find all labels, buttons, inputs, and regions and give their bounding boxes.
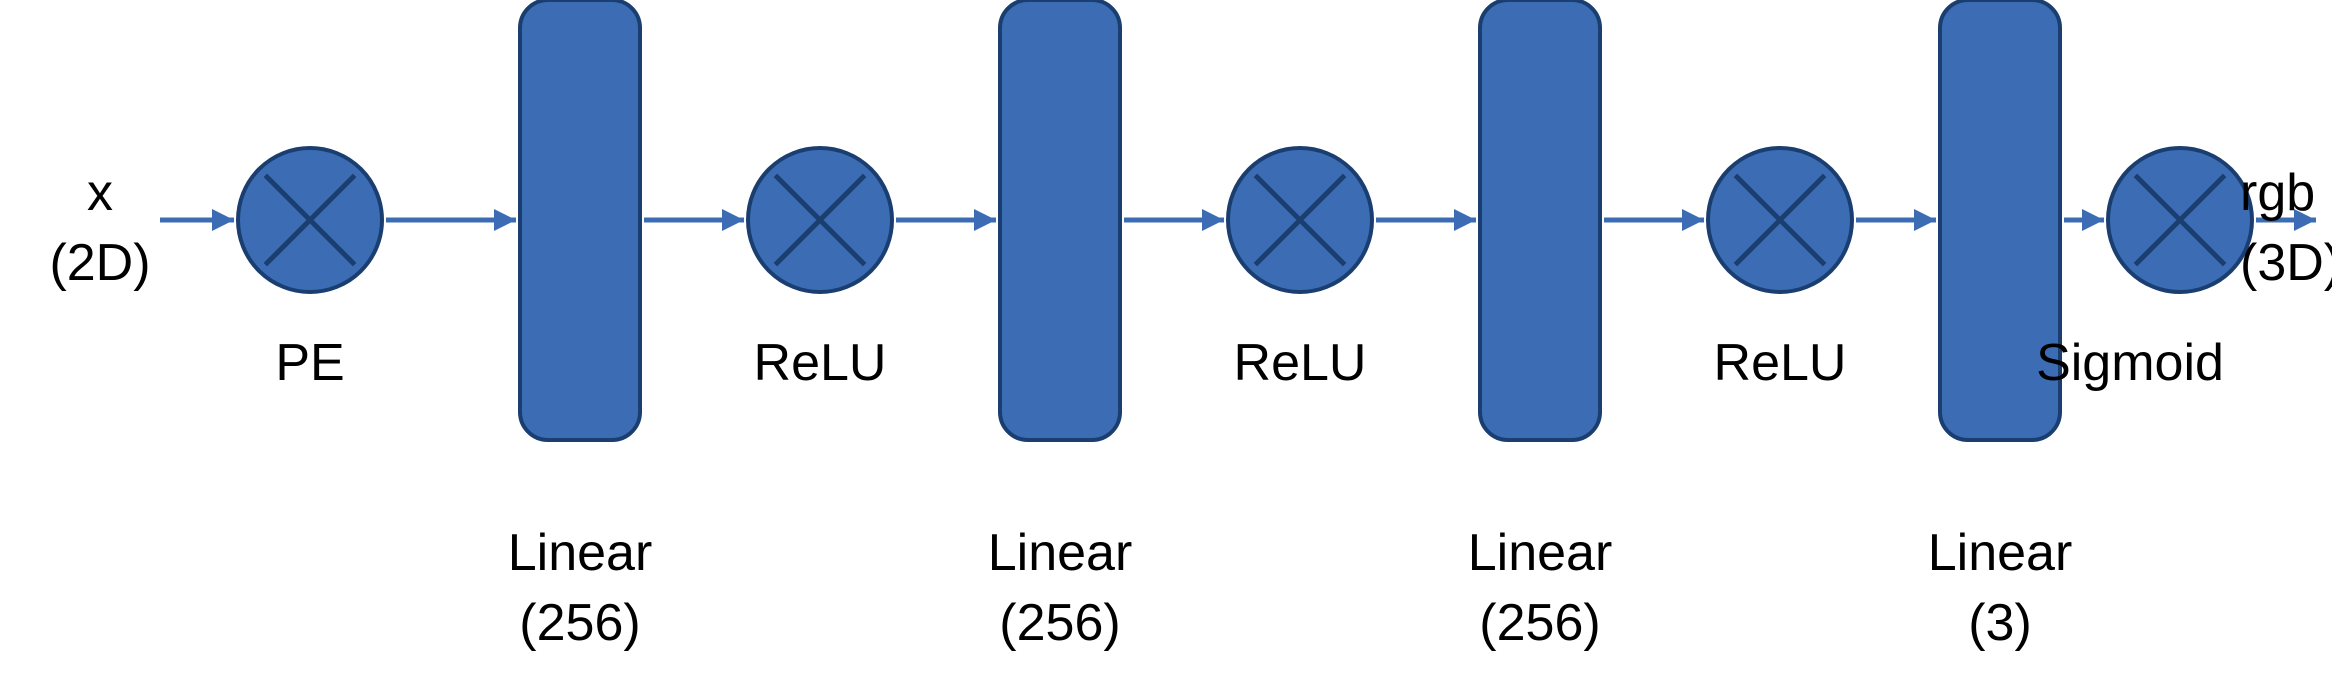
sigmoid-label: Sigmoid [2036,334,2224,392]
output-label-2: (3D) [2240,234,2332,292]
lin4-label-1: Linear [1928,524,2073,582]
arrow-head [494,209,516,231]
lin2-label-2: (256) [999,594,1120,652]
arrow-head [1914,209,1936,231]
lin2-label-1: Linear [988,524,1133,582]
lin2-node [1000,0,1120,440]
input-label-2: (2D) [49,234,150,292]
arrow-head [212,209,234,231]
arrow-head [1682,209,1704,231]
arrow-head [1454,209,1476,231]
relu3-label: ReLU [1714,334,1847,392]
arrow-head [2082,209,2104,231]
lin4-label-2: (3) [1968,594,2032,652]
input-label-1: x [87,164,113,222]
lin3-label-2: (256) [1479,594,1600,652]
arrow-head [1202,209,1224,231]
arrow-head [722,209,744,231]
relu1-label: ReLU [754,334,887,392]
output-label-1: rgb [2240,164,2315,222]
pe-label: PE [275,334,344,392]
arrow-head [974,209,996,231]
lin3-label-1: Linear [1468,524,1613,582]
lin3-node [1480,0,1600,440]
lin1-node [520,0,640,440]
relu2-label: ReLU [1234,334,1367,392]
lin1-label-2: (256) [519,594,640,652]
lin1-label-1: Linear [508,524,653,582]
